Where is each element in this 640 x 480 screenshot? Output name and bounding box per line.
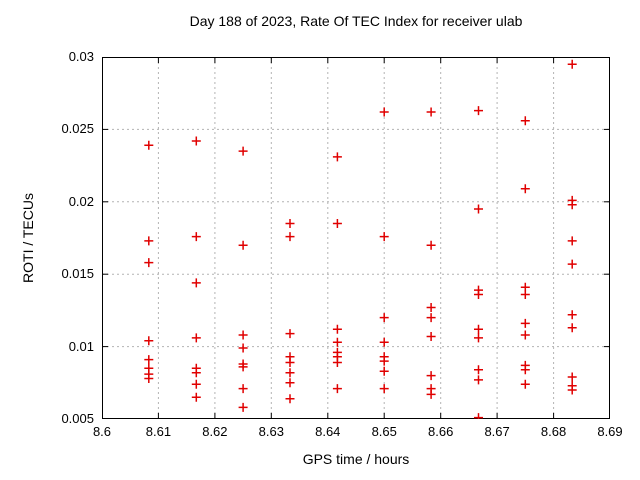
point-marker xyxy=(332,337,342,347)
point-marker xyxy=(520,330,530,340)
point-marker xyxy=(285,329,295,339)
point-marker xyxy=(474,290,483,299)
point-marker xyxy=(238,362,248,372)
point-marker xyxy=(144,140,154,150)
x-tick-label: 8.63 xyxy=(258,424,284,439)
point-marker xyxy=(332,358,342,367)
point-marker xyxy=(567,200,577,210)
point-marker xyxy=(238,146,248,156)
x-tick-label: 8.64 xyxy=(315,424,341,439)
point-marker xyxy=(285,368,295,378)
point-marker xyxy=(238,384,248,394)
point-marker xyxy=(520,184,530,194)
point-marker xyxy=(426,332,436,341)
x-axis-label: GPS time / hours xyxy=(302,451,410,467)
point-marker xyxy=(426,107,436,117)
point-marker xyxy=(379,384,389,394)
point-marker xyxy=(285,232,295,242)
y-tick-label: 0.03 xyxy=(68,49,94,64)
data-points xyxy=(144,59,577,419)
x-tick-label: 8.66 xyxy=(428,424,454,439)
point-marker xyxy=(144,258,154,268)
point-marker xyxy=(567,310,577,320)
point-marker xyxy=(191,333,201,343)
point-marker xyxy=(426,303,436,312)
point-marker xyxy=(238,240,248,250)
point-marker xyxy=(238,402,248,412)
point-marker xyxy=(474,365,483,375)
point-marker xyxy=(567,59,577,69)
x-tick-label: 8.68 xyxy=(540,424,567,439)
point-marker xyxy=(285,378,295,388)
point-marker xyxy=(285,358,295,367)
point-marker xyxy=(332,324,342,334)
point-marker xyxy=(332,384,342,394)
point-marker xyxy=(191,232,201,242)
x-tick-label: 8.65 xyxy=(371,424,397,439)
point-marker xyxy=(567,259,577,269)
point-marker xyxy=(191,136,201,146)
point-marker xyxy=(567,236,577,246)
point-marker xyxy=(426,389,436,399)
y-axis-label: ROTI / TECUs xyxy=(20,193,36,283)
point-marker xyxy=(520,379,530,389)
point-marker xyxy=(144,236,154,246)
point-marker xyxy=(474,413,483,419)
point-marker xyxy=(191,392,201,402)
point-marker xyxy=(426,313,436,323)
point-marker xyxy=(379,107,389,117)
point-marker xyxy=(520,365,530,375)
point-marker xyxy=(379,356,389,366)
point-marker xyxy=(567,372,577,382)
point-marker xyxy=(426,240,436,250)
point-marker xyxy=(191,379,201,389)
tick-marks xyxy=(102,57,610,419)
point-marker xyxy=(144,355,154,365)
x-tick-label: 8.69 xyxy=(597,424,623,439)
point-marker xyxy=(520,116,530,126)
point-marker xyxy=(191,278,201,288)
point-marker xyxy=(520,290,530,299)
plot-area xyxy=(102,57,610,419)
point-marker xyxy=(285,219,295,228)
y-tick-label: 0.005 xyxy=(61,411,94,426)
point-marker xyxy=(474,106,483,116)
point-marker xyxy=(474,324,483,334)
plot-border xyxy=(102,57,610,419)
point-marker xyxy=(191,368,201,378)
point-marker xyxy=(474,204,483,214)
x-tick-label: 8.62 xyxy=(202,424,228,439)
point-marker xyxy=(238,330,248,340)
point-marker xyxy=(144,336,154,346)
point-marker xyxy=(567,385,577,395)
chart-title: Day 188 of 2023, Rate Of TEC Index for r… xyxy=(189,13,523,29)
point-marker xyxy=(285,394,295,404)
point-marker xyxy=(474,375,483,385)
x-tick-label: 8.6 xyxy=(92,424,112,439)
point-marker xyxy=(379,366,389,376)
point-marker xyxy=(474,333,483,343)
y-tick-label: 0.025 xyxy=(61,121,94,137)
gridlines xyxy=(102,57,610,419)
point-marker xyxy=(567,323,577,333)
y-tick-label: 0.02 xyxy=(68,193,94,209)
point-marker xyxy=(332,219,342,228)
point-marker xyxy=(144,374,154,383)
point-marker xyxy=(379,313,389,323)
x-tick-label: 8.67 xyxy=(484,424,510,439)
point-marker xyxy=(426,371,436,381)
point-marker xyxy=(520,318,530,328)
x-tick-label: 8.61 xyxy=(145,424,172,439)
y-tick-label: 0.015 xyxy=(61,266,94,282)
y-tick-label: 0.01 xyxy=(68,338,94,354)
point-marker xyxy=(238,343,248,353)
point-marker xyxy=(332,152,342,162)
point-marker xyxy=(379,337,389,347)
point-marker xyxy=(379,232,389,242)
